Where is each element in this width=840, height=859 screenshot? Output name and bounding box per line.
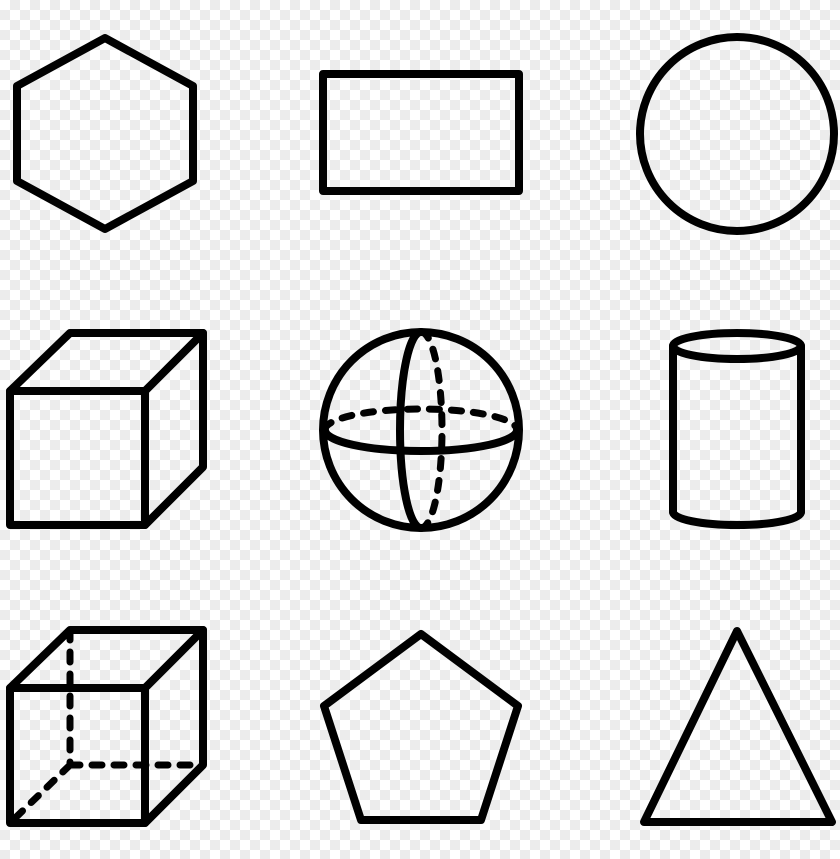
cube-icon: [6, 329, 207, 529]
rectangle-icon: [319, 70, 523, 195]
pentagon-icon: [320, 630, 522, 824]
cylinder-icon: [669, 329, 805, 529]
circle-icon: [636, 33, 838, 235]
hexagon-icon: [13, 34, 197, 233]
wireframe-cube-icon: [6, 626, 207, 827]
sphere-icon: [319, 328, 523, 532]
triangle-icon: [640, 627, 836, 826]
